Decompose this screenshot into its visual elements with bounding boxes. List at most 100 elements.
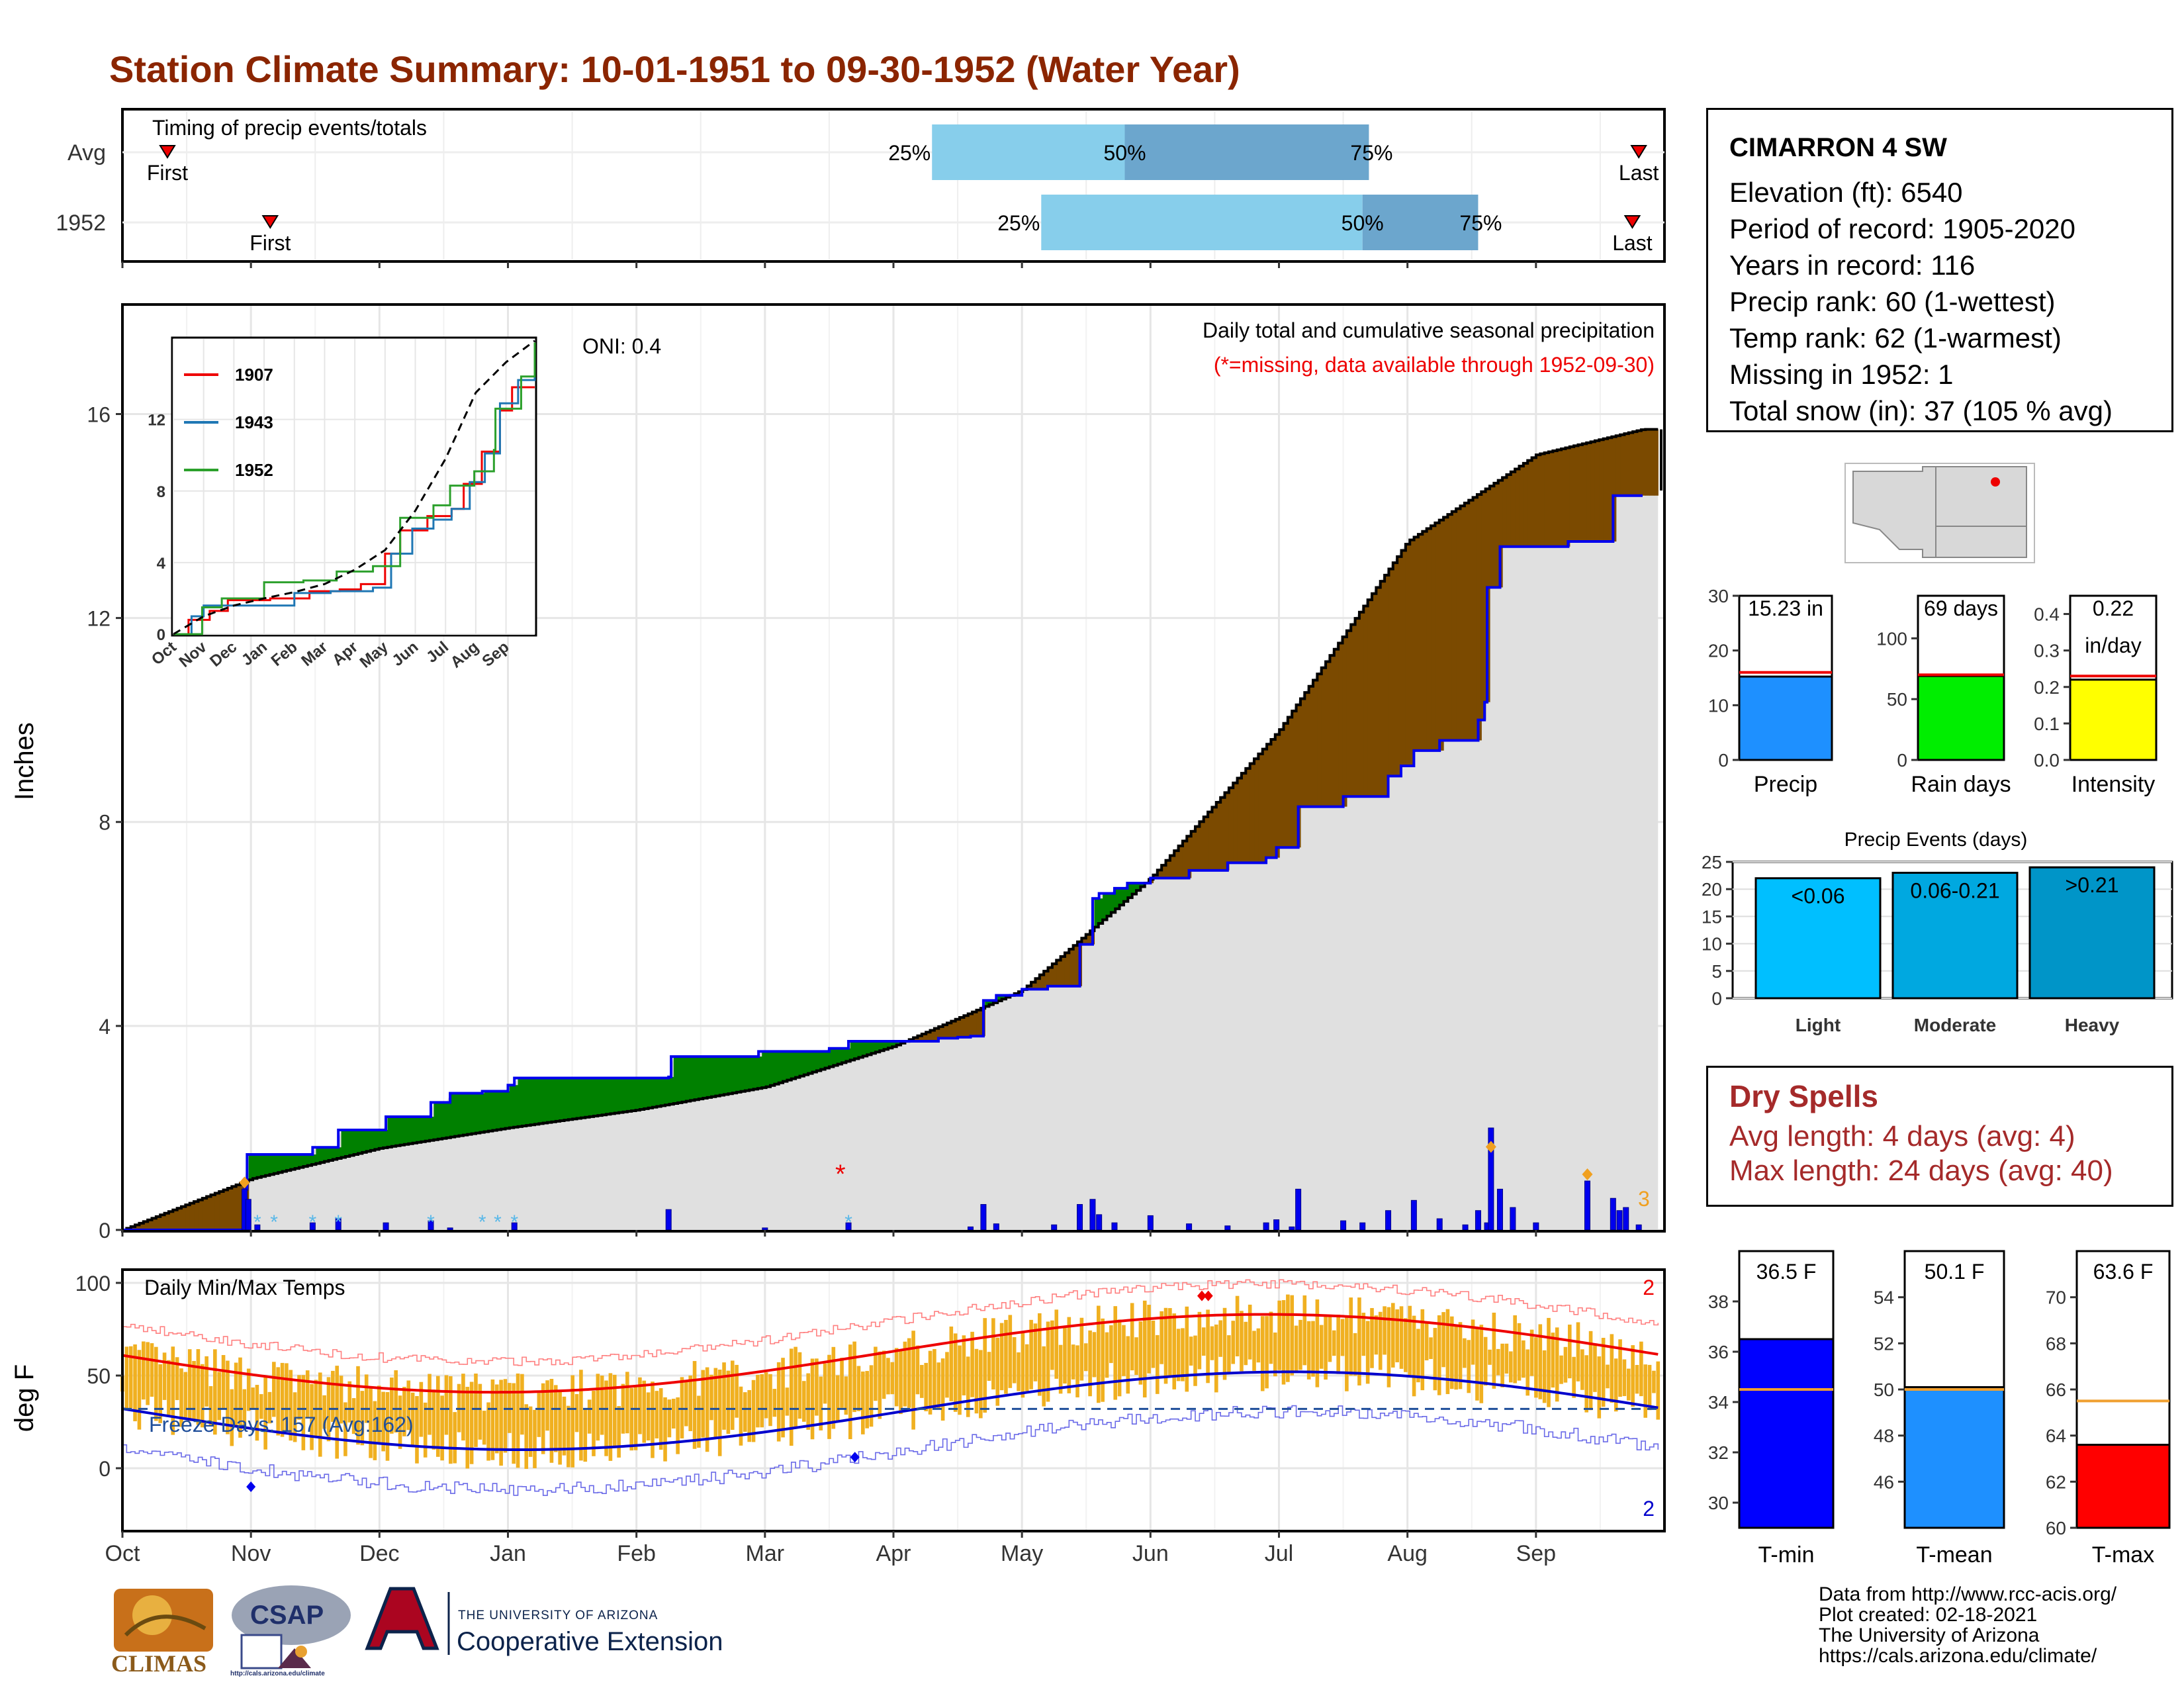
observed-cumulative-line [122,494,1643,1231]
deficit-slice [1653,429,1659,496]
deficit-slice [1052,964,1057,986]
deficit-slice [1582,444,1587,542]
events-ytick-label: 25 [1702,852,1722,872]
surplus-slice [492,1091,498,1131]
daily-temp-bar [865,1371,869,1429]
daily-precip-bar [1289,1226,1295,1231]
deficit-slice [181,1206,186,1230]
daily-temp-bar [1437,1315,1441,1395]
surplus-slice [332,1147,338,1160]
daily-temp-bar [465,1387,470,1469]
daily-temp-bar [655,1391,659,1438]
daily-temp-bar [310,1383,314,1450]
surplus-slice [316,1147,321,1164]
deficit-slice [1569,446,1574,542]
deficit-slice [1443,517,1449,741]
daily-temp-bar [823,1363,827,1404]
deficit-slice [227,1188,232,1230]
daily-temp-bar [705,1367,709,1452]
daily-temp-bar [297,1375,301,1420]
summary-ytick-label: 0.4 [2034,604,2060,625]
deficit-slice [1048,967,1053,986]
deficit-slice [1233,782,1238,863]
surplus-slice [446,1102,451,1138]
inset-series-line [173,369,536,635]
daily-temp-bar [1433,1328,1437,1391]
deficit-slice [1187,836,1192,878]
daily-temp-bar [815,1358,819,1416]
daily-temp-bar [651,1382,655,1458]
surplus-slice [555,1078,561,1121]
daily-temp-bar [617,1406,621,1458]
daily-precip-bar [993,1223,999,1231]
quartile-bar-low [1041,195,1363,250]
station-period: Period of record: 1905-2020 [1729,213,2076,244]
surplus-slice [619,1078,624,1113]
last-event-label: Last [1612,231,1653,255]
daily-temp-bar [962,1335,966,1395]
daily-temp-bar [1547,1317,1551,1407]
daily-temp-bar [869,1365,874,1427]
surplus-slice [248,1154,253,1180]
temp-summary-ytick-label: 46 [1874,1472,1894,1492]
daily-precip-bar [1623,1207,1629,1231]
last-event-label: Last [1619,161,1659,185]
daily-temp-bar [1387,1307,1391,1387]
deficit-slice [1637,430,1642,496]
deficit-slice [1359,612,1364,797]
deficit-slice [185,1205,191,1230]
surplus-slice [812,1051,817,1072]
record-low-line [122,1405,1659,1496]
daily-temp-bar [1227,1335,1231,1372]
daily-temp-bar [234,1362,238,1427]
daily-temp-bar [1306,1321,1311,1380]
deficit-slice [1039,974,1044,990]
daily-temp-bar [966,1356,970,1417]
daily-precip-bar [1273,1219,1280,1231]
deficit-slice [219,1191,224,1230]
deficit-slice [1326,661,1331,807]
daily-temp-bar [1017,1352,1021,1391]
daily-temp-bar [1463,1338,1467,1368]
daily-temp-bar [1058,1344,1063,1394]
surplus-slice [1136,883,1141,891]
daily-temp-bar [587,1399,592,1434]
surplus-slice [257,1154,262,1178]
first-event-label: First [250,231,291,255]
surplus-slice [770,1051,775,1086]
daily-precip-bar [447,1227,453,1231]
daily-temp-bar [1290,1295,1295,1376]
daily-temp-bar [158,1364,163,1423]
events-ytick-label: 15 [1702,906,1722,927]
precip-ytick-label: 16 [87,402,111,426]
footer-line3: The University of Arizona [1819,1624,2040,1646]
daily-temp-bar [1576,1322,1580,1382]
summary-value-unit: in/day [2085,633,2141,657]
daily-temp-bar [187,1349,192,1421]
daily-temp-bar [1248,1304,1252,1360]
footer-credits: Data from http://www.rcc-acis.org/ Plot … [1819,1584,2116,1666]
deficit-slice [1258,753,1263,863]
daily-temp-bar [1319,1325,1324,1369]
daily-temp-bar [469,1382,474,1464]
temp-summary-ytick-label: 54 [1874,1288,1894,1308]
daily-temp-bar [747,1389,751,1442]
daily-temp-bar [205,1356,208,1407]
daily-temp-bar [373,1401,377,1460]
daily-temp-bar [1029,1319,1033,1389]
summary-ytick-label: 0.0 [2034,750,2060,771]
deficit-slice [1490,486,1494,588]
daily-temp-bar [1361,1313,1366,1356]
surplus-slice [1128,883,1133,898]
surplus-slice [854,1041,860,1059]
daily-temp-bar [739,1386,743,1446]
daily-temp-bar [1534,1337,1538,1398]
deficit-slice [955,1019,960,1039]
surplus-slice [442,1102,447,1139]
daily-temp-bar [1302,1295,1307,1366]
daily-temp-bar [217,1372,222,1421]
daily-temp-bar [1365,1321,1370,1384]
surplus-slice [324,1147,330,1162]
daily-temp-bar [874,1346,878,1401]
surplus-slice [598,1078,603,1116]
